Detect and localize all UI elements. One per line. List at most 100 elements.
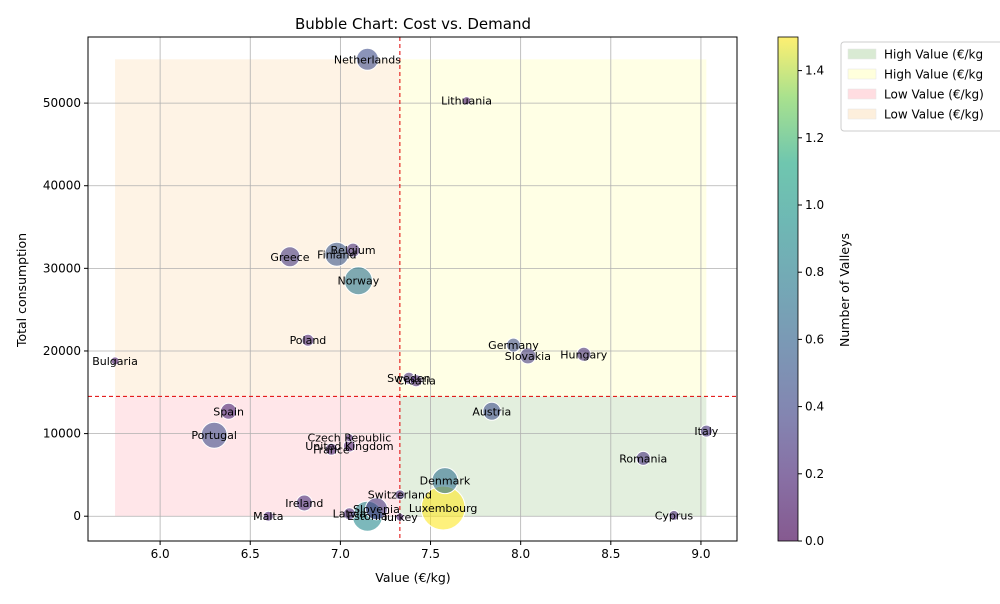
colorbar-gradient (777, 36, 799, 542)
legend-entry-label: Low Value (€/kg) (884, 108, 984, 122)
quadrant-region-3 (115, 59, 400, 397)
x-tick-label: 6.5 (241, 547, 260, 561)
bubble-switzerland (394, 489, 406, 501)
bubble-hungary (576, 346, 592, 362)
bubble-france (324, 442, 338, 456)
bubble-label: Netherlands (334, 53, 401, 66)
quadrant-region-2 (115, 396, 400, 517)
y-axis-label: Total consumption (14, 233, 29, 348)
bubble-italy (699, 424, 713, 438)
bubble-ireland (295, 494, 313, 512)
bubble-label: France (313, 443, 350, 456)
bubble-latvia (342, 507, 356, 521)
bubble-label: Malta (253, 510, 283, 523)
bubble-netherlands (355, 47, 379, 71)
y-tick-label: 20000 (43, 344, 81, 358)
legend-entry-label: High Value (€/kg (884, 48, 983, 62)
colorbar-label: Number of Valleys (837, 233, 852, 347)
bubble-turkey (395, 512, 405, 522)
bubble-croatia (409, 374, 423, 388)
bubble-label: Estonia (347, 510, 388, 523)
bubble-label: Spain (213, 405, 244, 418)
colorbar-tick-label: 0.2 (805, 467, 824, 481)
bubble-label: Romania (619, 452, 667, 465)
y-tick-label: 40000 (43, 179, 81, 193)
bubble-spain (220, 402, 238, 420)
y-tick-label: 50000 (43, 96, 81, 110)
bubble-slovenia (364, 497, 388, 521)
bubble-cyprus (668, 509, 680, 521)
bubble-label: Sweden (387, 372, 430, 385)
axes-layer: 6.0 6.5 7.0 7.5 8.0 8.5 9.0 0 10000 20000 30000 400… (43, 96, 711, 561)
colorbar-tick-label: 0.4 (805, 400, 824, 414)
bubble-denmark (431, 467, 459, 495)
bubble-label: Turkey (381, 511, 418, 524)
x-tick-label: 8.0 (511, 547, 530, 561)
bubble-label: Slovenia (353, 503, 400, 516)
colorbar-tick-label: 1.4 (805, 64, 824, 78)
y-tick-label: 30000 (43, 261, 81, 275)
bubble-label: Latvia (333, 508, 367, 521)
y-tick-label: 10000 (43, 427, 81, 441)
legend[interactable]: High Value (€/kg High Value (€/kg Low Valu… (840, 41, 1000, 132)
colorbar-tick-label: 0.8 (805, 265, 824, 279)
legend-swatch-3 (847, 108, 877, 120)
bubble-label: Cyprus (655, 509, 694, 522)
bubble-label: Luxembourg (409, 502, 478, 515)
y-tick-label: 0 (73, 509, 81, 523)
threshold-layer (88, 37, 737, 541)
legend-swatch-1 (847, 68, 877, 80)
x-tick-label: 9.0 (691, 547, 710, 561)
bubble-label: Hungary (560, 348, 607, 361)
x-axis-label: Value (€/kg) (375, 570, 450, 585)
legend-swatch-0 (847, 48, 877, 60)
quadrant-region-1 (399, 59, 707, 397)
bubble-label: Croatia (396, 375, 436, 388)
bubble-belgium (345, 242, 361, 258)
legend-entry-label: High Value (€/kg (884, 68, 983, 82)
bubble-label: Italy (694, 425, 718, 438)
bubble-greece (279, 246, 301, 268)
bubble-romania (635, 450, 651, 466)
legend-entry-label: Low Value (€/kg) (884, 88, 984, 102)
x-tick-label: 8.5 (601, 547, 620, 561)
grid-layer (88, 37, 737, 541)
bubble-czech-republic (344, 433, 354, 443)
bubble-label: Poland (290, 334, 327, 347)
bubble-label: Czech Republic (308, 432, 392, 445)
bubble-label: Bulgaria (92, 355, 138, 368)
bubble-label: Greece (270, 251, 309, 264)
colorbar-tick-label: 1.2 (805, 131, 824, 145)
bubble-label: Belgium (330, 244, 375, 257)
bubble-malta (262, 510, 274, 522)
bubble-austria (482, 401, 502, 421)
bubble-lithuania (462, 96, 472, 106)
colorbar-tick-label: 1.0 (805, 198, 824, 212)
bubble-label: Austria (472, 405, 511, 418)
bubble-label: Germany (488, 339, 539, 352)
legend-swatch-2 (847, 88, 877, 100)
plot-frame (87, 36, 738, 542)
colorbar-tick-label: 0.6 (805, 332, 824, 346)
bubble-label: Norway (338, 275, 380, 288)
bubble-portugal (200, 421, 228, 449)
colorbar: 0.0 0.2 0.4 0.6 0.8 1.0 1.2 1.4 Number of Valley… (777, 36, 852, 548)
bubble-layer (110, 47, 713, 532)
bubble-label: Switzerland (368, 489, 432, 502)
quadrant-layer (115, 59, 707, 517)
legend-box (840, 41, 1000, 132)
bubble-poland (301, 333, 315, 347)
bubble-label: Ireland (285, 497, 323, 510)
bubble-label: Lithuania (441, 95, 492, 108)
colorbar-tick-label: 0.0 (805, 534, 824, 548)
x-tick-label: 7.0 (331, 547, 350, 561)
bubble-norway (343, 266, 373, 296)
bubble-label: Portugal (191, 429, 237, 442)
bubble-label: United Kingdom (305, 440, 393, 453)
x-tick-label: 7.5 (421, 547, 440, 561)
bubble-bulgaria (110, 356, 120, 366)
bubble-label: Finland (317, 248, 356, 261)
bubble-label: Slovakia (505, 350, 551, 363)
